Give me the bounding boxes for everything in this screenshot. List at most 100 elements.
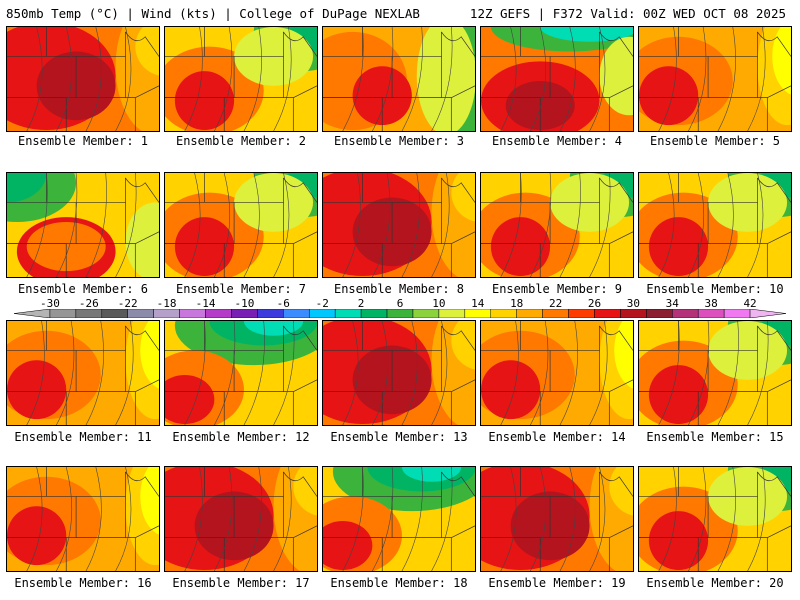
colorbar-segment [14,309,51,318]
wind-contours [26,27,132,131]
temperature-field [7,173,159,277]
member-caption: Ensemble Member: 17 [172,576,310,590]
colorbar-segment [49,309,77,318]
temperature-field [7,27,159,131]
wind-contours [658,321,769,425]
ensemble-map-9 [480,172,634,278]
wind-contours [658,467,766,571]
member-caption: Ensemble Member: 11 [14,430,152,444]
temperature-region [648,365,709,425]
temperature-region [140,467,159,535]
state-boundaries [639,321,791,425]
state-boundaries [323,173,475,277]
state-boundaries [165,467,317,571]
colorbar-tick: -6 [276,297,290,310]
member-caption: Ensemble Member: 12 [172,430,310,444]
member-caption: Ensemble Member: 18 [330,576,468,590]
colorbar-segment [153,309,180,318]
colorbar-segment [360,309,388,318]
colorbar-segment [723,309,751,318]
temperature-field [639,173,791,277]
colorbar-tick: 26 [587,297,602,310]
temperature-field [639,467,791,571]
temperature-region [772,27,791,95]
colorbar-segment [257,309,284,318]
colorbar-segment [697,309,725,318]
wind-contours [500,467,606,571]
ensemble-map-18 [322,466,476,572]
temperature-field [165,173,317,277]
temperature-field [323,321,475,425]
temperature-field [639,321,791,425]
wind-contours [500,321,608,425]
state-boundaries [481,321,633,425]
temperature-region [7,173,47,203]
member-caption: Ensemble Member: 16 [14,576,152,590]
ensemble-map-15 [638,320,792,426]
colorbar-tick: 34 [665,297,679,310]
ensemble-map-4 [480,26,634,132]
temperature-region [451,321,475,370]
temperature-colorbar [14,309,786,318]
temperature-region [293,467,317,516]
temperature-field [323,27,475,131]
state-boundaries [639,467,791,571]
ensemble-map-14 [480,320,634,426]
state-boundaries [7,173,159,277]
temperature-region [7,360,67,420]
colorbar-segment [749,309,786,318]
state-boundaries [7,321,159,425]
ensemble-map-11 [6,320,160,426]
colorbar-tick: -30 [39,297,60,310]
temperature-region [416,27,475,131]
temperature-field [7,321,159,425]
member-caption: Ensemble Member: 9 [491,282,623,296]
temperature-region [323,520,373,571]
chart-title: 850mb Temp (°C) | Wind (kts) | College o… [6,6,420,21]
member-caption: Ensemble Member: 19 [488,576,626,590]
colorbar-tick: 6 [396,297,404,310]
temperature-region [352,66,412,126]
colorbar-segment [127,309,154,318]
wind-contours [26,173,137,277]
wind-contours [658,173,764,277]
colorbar-tick: -10 [234,297,255,310]
member-caption: Ensemble Member: 7 [175,282,307,296]
wind-contours [184,321,295,425]
state-boundaries [165,321,317,425]
colorbar-segment [438,309,466,318]
temperature-field [165,321,317,425]
wind-contours [500,27,606,131]
colorbar-segment [464,309,492,318]
colorbar-segment [101,309,128,318]
temperature-region [451,173,475,222]
member-caption: Ensemble Member: 5 [649,134,781,148]
wind-contours [184,467,292,571]
colorbar-tick: 14 [471,297,485,310]
wind-contours [342,467,453,571]
member-caption: Ensemble Member: 6 [17,282,149,296]
ensemble-map-20 [638,466,792,572]
colorbar-tick: 30 [626,297,640,310]
ensemble-map-3 [322,26,476,132]
colorbar-tick: 42 [743,297,757,310]
temperature-region [614,321,633,389]
temperature-region [599,36,633,116]
colorbar-segment [672,309,699,318]
ensemble-map-7 [164,172,318,278]
member-caption: Ensemble Member: 1 [17,134,149,148]
temperature-region [135,27,159,76]
colorbar-tick: -26 [78,297,99,310]
colorbar-tick-labels: -30 -26 -22 -18 -14 -10 -6 -2 2 6 10 14 18 22 26 30 34 38… [0,297,800,310]
colorbar-tick: 22 [548,297,563,310]
colorbar-tick: 2 [357,297,365,310]
state-boundaries [639,27,791,131]
colorbar-tick: -14 [195,297,216,310]
ensemble-map-16 [6,466,160,572]
colorbar-segment [516,309,543,318]
colorbar-segment [594,309,621,318]
wind-contours [342,321,448,425]
temperature-field [165,467,317,571]
colorbar-segment [542,309,569,318]
temperature-field [323,467,475,571]
